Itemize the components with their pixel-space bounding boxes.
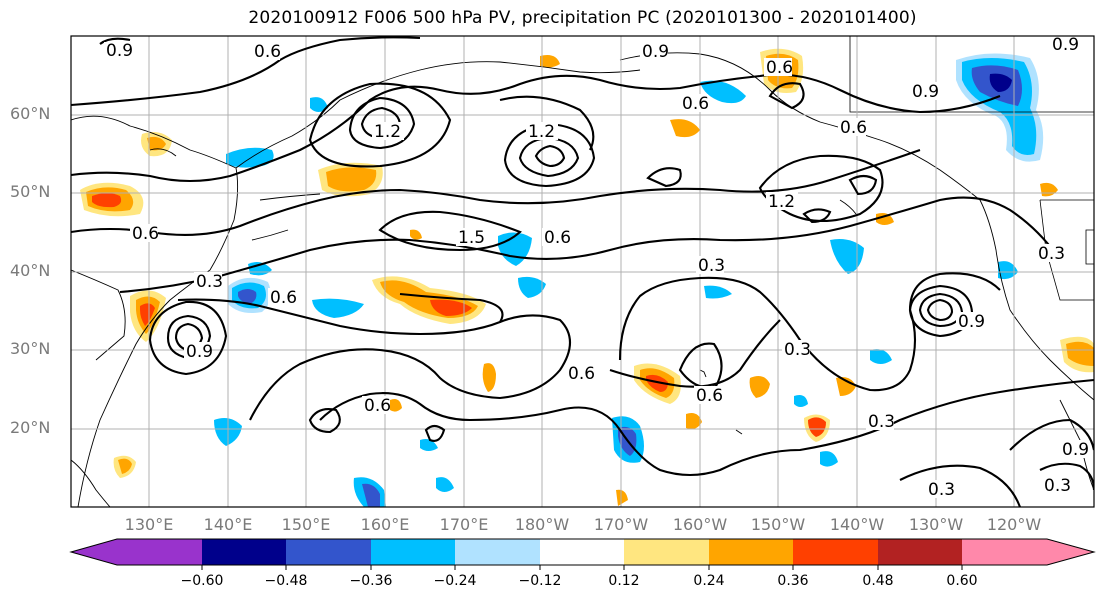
contour-label: 0.3 xyxy=(196,272,223,292)
positive-anomaly-patch xyxy=(390,55,1058,506)
contour-label: 0.6 xyxy=(682,94,709,114)
contour-label: 0.3 xyxy=(1038,244,1065,264)
contour-label: 1.5 xyxy=(458,228,485,248)
contour-label: 0.9 xyxy=(106,41,133,61)
contour-label: 0.3 xyxy=(698,256,725,276)
negative-anomaly-patch xyxy=(214,80,1018,507)
lon-label: 140°E xyxy=(203,515,253,534)
positive-anomaly-patch xyxy=(318,162,383,197)
contour-label: 0.3 xyxy=(1044,476,1071,496)
contour-label: 0.9 xyxy=(642,42,669,62)
lon-label: 150°W xyxy=(750,515,806,534)
lat-label: 40°N xyxy=(10,261,51,280)
contour-label: 0.3 xyxy=(868,412,895,432)
graticule xyxy=(71,36,1094,507)
contour-label: 0.9 xyxy=(186,342,213,362)
lon-label: 170°E xyxy=(439,515,489,534)
contour-label: 0.9 xyxy=(958,312,985,332)
colorbar-tick-label: −0.36 xyxy=(349,573,393,589)
colorbar-tick-label: −0.48 xyxy=(264,573,308,589)
colorbar-tick-label: −0.24 xyxy=(433,573,477,589)
lat-label: 20°N xyxy=(10,418,51,437)
positive-anomaly-patch xyxy=(130,290,166,342)
contour-label: 0.6 xyxy=(696,386,723,406)
lon-label: 150°E xyxy=(281,515,331,534)
colorbar-tick-label: 0.60 xyxy=(946,573,978,589)
contour-label: 1.2 xyxy=(374,122,401,142)
colorbar-tick-label: −0.60 xyxy=(180,573,224,589)
colorbar-tick-label: 0.36 xyxy=(777,573,809,589)
colorbar-extend-left xyxy=(71,539,118,565)
lon-label: 170°W xyxy=(593,515,649,534)
lon-label: 130°W xyxy=(908,515,964,534)
colorbar-tick-label: −0.12 xyxy=(518,573,562,589)
contour-label: 0.6 xyxy=(132,224,159,244)
coastlines xyxy=(71,52,1094,507)
contour-label: 0.6 xyxy=(544,228,571,248)
contour-label: 0.6 xyxy=(568,364,595,384)
lat-label: 50°N xyxy=(10,182,51,201)
contour-label-backgrounds xyxy=(104,36,1088,498)
lon-label: 160°E xyxy=(360,515,410,534)
pv-contours xyxy=(71,36,1094,507)
lat-label: 60°N xyxy=(10,104,51,123)
contour-label: 0.6 xyxy=(254,42,281,62)
contour-label: 0.9 xyxy=(1062,440,1089,460)
colorbar-extend-right xyxy=(1047,539,1094,565)
contour-label: 0.6 xyxy=(840,118,867,138)
contour-label: 0.6 xyxy=(364,396,391,416)
lon-label: 120°W xyxy=(986,515,1042,534)
map-frame xyxy=(70,35,1095,508)
lat-label: 30°N xyxy=(10,339,51,358)
contour-labels: 0.9 0.6 0.9 0.6 0.9 1.2 1.2 0.6 1.2 0.6 … xyxy=(106,35,1089,500)
colorbar-tick-label: 0.12 xyxy=(608,573,640,589)
political-borders xyxy=(849,36,1094,301)
contour-label: 0.6 xyxy=(270,288,297,308)
positive-anomaly-patch xyxy=(372,276,486,324)
contour-label: 0.9 xyxy=(1052,35,1079,55)
positive-anomaly-patch xyxy=(80,182,144,217)
colorbar-tick-label: 0.48 xyxy=(862,573,894,589)
lon-label: 140°W xyxy=(829,515,885,534)
positive-anomaly-patch xyxy=(804,414,830,442)
colorbar xyxy=(69,538,1096,570)
contour-label: 0.3 xyxy=(784,340,811,360)
colorbar-tick-label: 0.24 xyxy=(693,573,725,589)
contour-label: 0.9 xyxy=(912,82,939,102)
contour-label: 1.2 xyxy=(528,122,555,142)
contour-label: 1.2 xyxy=(768,192,795,212)
contour-label: 0.3 xyxy=(928,480,955,500)
lon-label: 130°E xyxy=(124,515,174,534)
lon-label: 160°W xyxy=(672,515,728,534)
lon-label: 180°W xyxy=(514,515,570,534)
map-title: 2020100912 F006 500 hPa PV, precipitatio… xyxy=(248,8,917,28)
contour-label: 0.6 xyxy=(766,58,793,78)
positive-anomaly-patch xyxy=(1060,336,1094,373)
negative-anomaly-patch xyxy=(956,53,1044,162)
positive-anomaly-patch xyxy=(113,455,136,478)
